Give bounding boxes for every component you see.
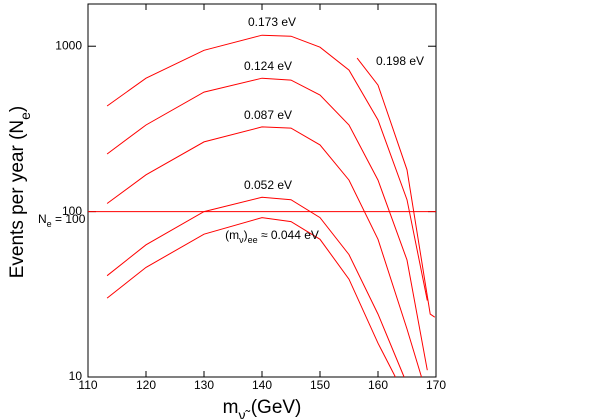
text-part: Events per year (N bbox=[7, 120, 28, 278]
curve-label: 0.198 eV bbox=[376, 54, 424, 68]
x-tick-label: 150 bbox=[310, 378, 330, 392]
y-tick-label: 1000 bbox=[55, 38, 82, 52]
y-tick-label: 10 bbox=[69, 369, 83, 383]
subscript: e bbox=[47, 219, 52, 229]
text-part: 0.052 eV bbox=[244, 178, 292, 192]
curve-label: (mν)ee ≈ 0.044 eV bbox=[225, 228, 319, 245]
text-part: N bbox=[38, 212, 47, 226]
curve-label: 0.124 eV bbox=[244, 59, 292, 73]
data-line bbox=[106, 77, 428, 371]
x-tick-label: 160 bbox=[368, 378, 388, 392]
text-part: ) bbox=[244, 228, 248, 242]
x-tick-label: 120 bbox=[136, 378, 156, 392]
subscript: ee bbox=[248, 235, 258, 245]
curve-label: 0.173 eV bbox=[248, 15, 296, 29]
text-part: m bbox=[223, 397, 239, 418]
y-tick-label: 100 bbox=[62, 204, 82, 218]
curve-label: Ne = 100 bbox=[38, 212, 86, 229]
x-tick-label: 130 bbox=[194, 378, 214, 392]
subscript: ν bbox=[239, 235, 244, 245]
data-line bbox=[356, 57, 436, 318]
data-line bbox=[106, 196, 405, 378]
data-line bbox=[106, 34, 428, 301]
y-axis-title: Events per year (Ne) bbox=[7, 106, 33, 279]
text-part: ≈ 0.044 eV bbox=[258, 228, 319, 242]
text-part: = 100 bbox=[52, 212, 86, 226]
text-part: 0.124 eV bbox=[244, 59, 292, 73]
text-part: 0.173 eV bbox=[248, 15, 296, 29]
curve-label: 0.052 eV bbox=[244, 178, 292, 192]
text-part: (GeV) bbox=[245, 397, 301, 418]
text-part: (m bbox=[225, 228, 239, 242]
data-line bbox=[106, 126, 422, 378]
subscript: e bbox=[17, 112, 33, 120]
curve-label: 0.087 eV bbox=[244, 108, 292, 122]
x-tick-label: 140 bbox=[252, 378, 272, 392]
text-part: ) bbox=[7, 106, 28, 112]
text-part: 0.087 eV bbox=[244, 108, 292, 122]
x-tick-label: 110 bbox=[78, 378, 97, 392]
text-part: 0.198 eV bbox=[376, 54, 424, 68]
data-line bbox=[106, 217, 396, 378]
x-axis-title: mν̃ (GeV) bbox=[223, 397, 302, 419]
x-tick-label: 170 bbox=[426, 378, 446, 392]
